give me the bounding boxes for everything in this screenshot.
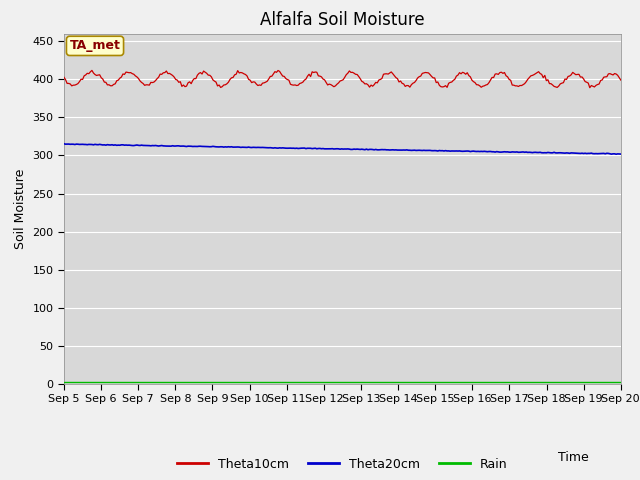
Text: TA_met: TA_met <box>70 39 120 52</box>
Y-axis label: Soil Moisture: Soil Moisture <box>14 168 27 249</box>
Title: Alfalfa Soil Moisture: Alfalfa Soil Moisture <box>260 11 425 29</box>
Text: Time: Time <box>558 451 589 464</box>
Legend: Theta10cm, Theta20cm, Rain: Theta10cm, Theta20cm, Rain <box>172 453 513 476</box>
